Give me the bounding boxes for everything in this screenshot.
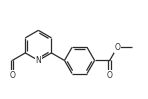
Text: O: O: [107, 71, 113, 80]
Text: O: O: [9, 71, 15, 80]
Text: O: O: [114, 43, 120, 52]
Text: N: N: [36, 56, 41, 65]
